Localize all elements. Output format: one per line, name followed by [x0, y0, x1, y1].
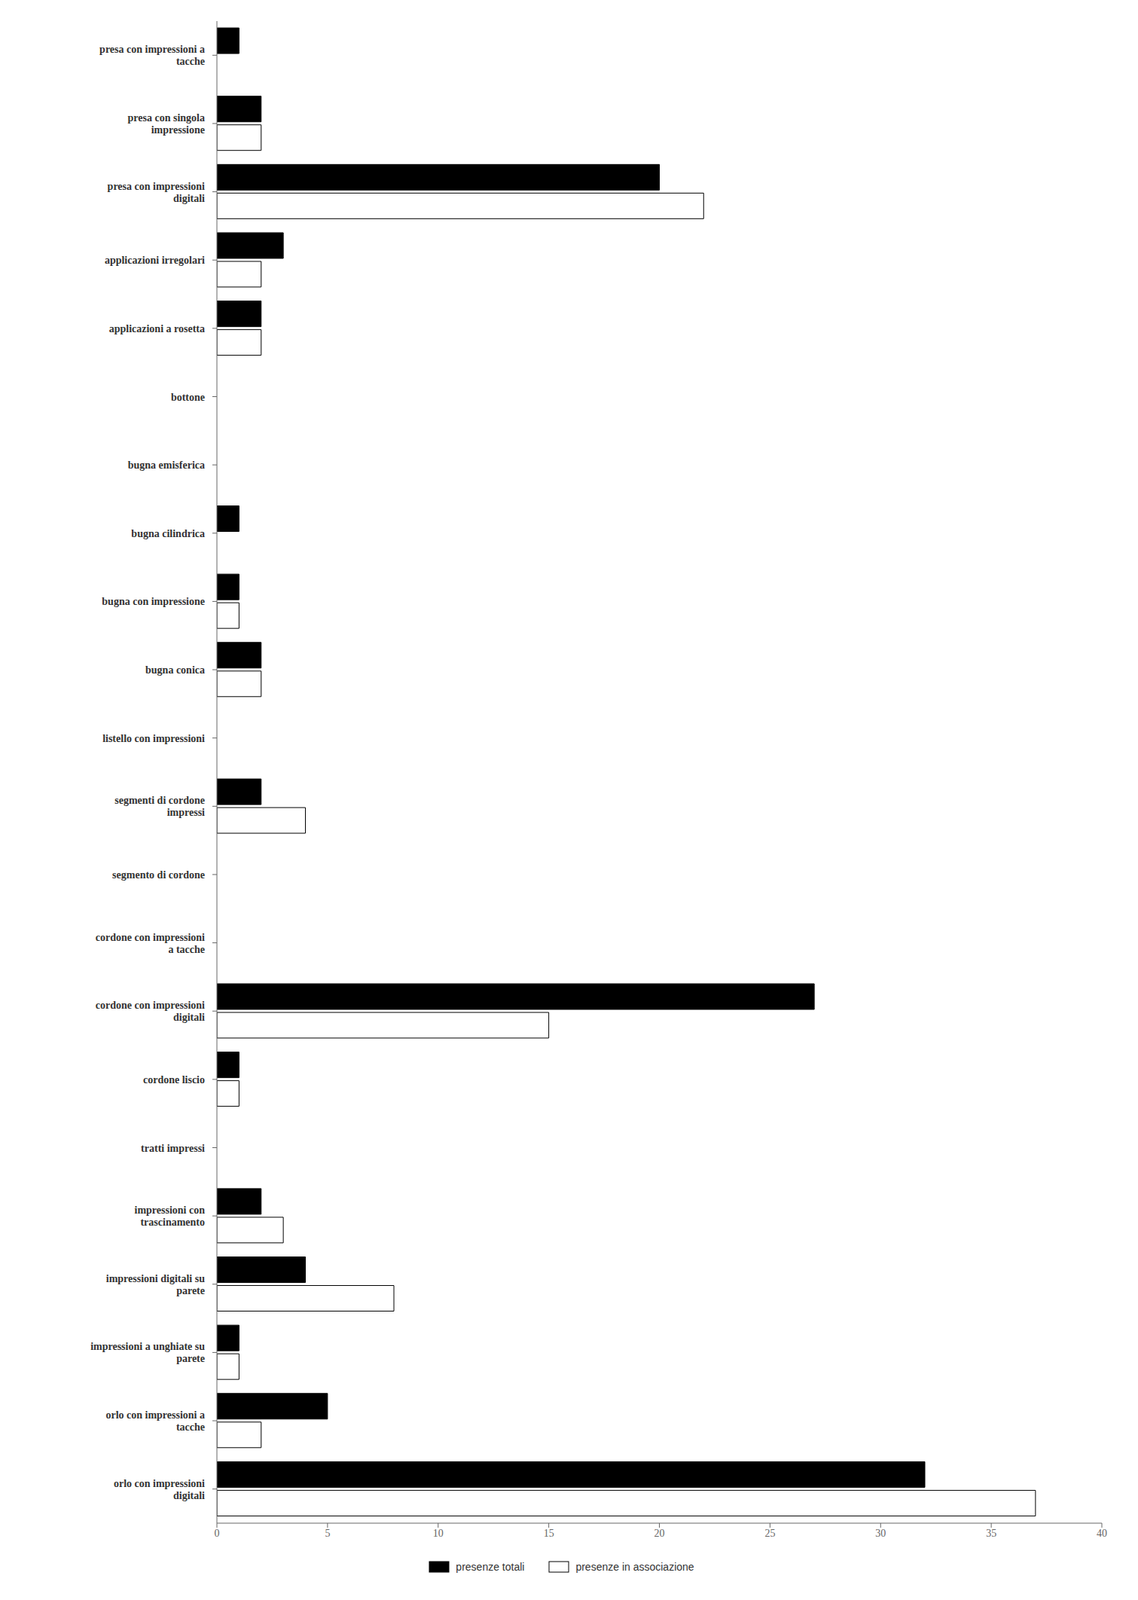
svg-text:cordone con impressionidigital: cordone con impressionidigitali [95, 999, 205, 1023]
svg-text:presa con impressioni atacche: presa con impressioni atacche [99, 43, 205, 68]
svg-text:30: 30 [875, 1527, 886, 1539]
svg-text:35: 35 [985, 1527, 997, 1539]
svg-text:presa con singolaimpressione: presa con singolaimpressione [128, 111, 205, 135]
svg-text:cordone con impressionia tacch: cordone con impressionia tacche [95, 930, 205, 955]
html-text:presenze totali: presenze totali [455, 1560, 525, 1573]
svg-text:applicazioni irregolari: applicazioni irregolari [104, 254, 205, 266]
svg-text:bugna cilindrica: bugna cilindrica [131, 527, 205, 539]
svg-text:cordone liscio: cordone liscio [143, 1073, 205, 1085]
svg-text:segmenti di cordoneimpressi: segmenti di cordoneimpressi [114, 794, 205, 818]
svg-text:impressioni contrascinamento: impressioni contrascinamento [134, 1204, 206, 1228]
svg-text:impressioni a unghiate suparet: impressioni a unghiate suparete [90, 1340, 205, 1364]
svg-text:orlo con impressionidigitali: orlo con impressionidigitali [113, 1476, 205, 1501]
svg-text:25: 25 [764, 1527, 775, 1539]
svg-text:listello con impressioni: listello con impressioni [102, 732, 205, 744]
svg-text:bottone: bottone [170, 390, 205, 403]
svg-text:10: 10 [433, 1527, 444, 1539]
svg-text:bugna conica: bugna conica [145, 664, 205, 676]
svg-text:presa con impressionidigitali: presa con impressionidigitali [107, 180, 205, 204]
svg-text:40: 40 [1096, 1527, 1108, 1539]
svg-text:segmento di cordone: segmento di cordone [112, 868, 205, 880]
svg-text:applicazioni a rosetta: applicazioni a rosetta [109, 322, 205, 334]
svg-text:orlo con impressioni atacche: orlo con impressioni atacche [105, 1409, 205, 1433]
svg-text:20: 20 [654, 1527, 666, 1539]
svg-text:15: 15 [543, 1527, 555, 1539]
svg-text:bugna con impressione: bugna con impressione [101, 595, 205, 608]
svg-text:0: 0 [214, 1527, 220, 1539]
svg-text:impressioni digitali suparete: impressioni digitali suparete [106, 1272, 205, 1296]
svg-text:5: 5 [324, 1527, 330, 1539]
svg-text:bugna emisferica: bugna emisferica [128, 459, 205, 471]
html-text:presenze in associazione: presenze in associazione [575, 1560, 695, 1573]
svg-text:tratti impressi: tratti impressi [140, 1141, 205, 1154]
